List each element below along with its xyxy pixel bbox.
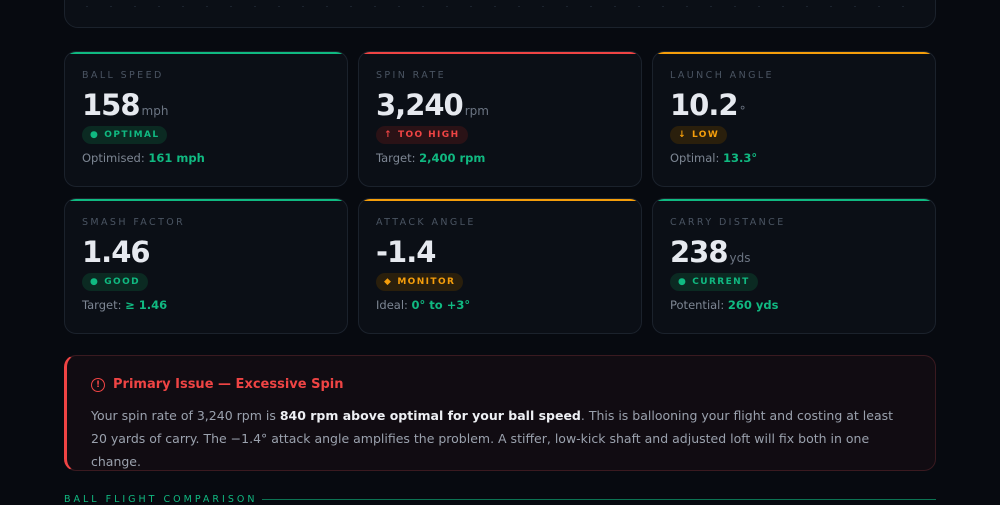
alert-circle-icon: ! <box>91 377 105 392</box>
metric-card-spin-rate: SPIN RATE 3,240 rpm ↑ TOO HIGH Target: 2,4… <box>358 51 642 187</box>
metric-target: Optimised: 161 mph <box>82 151 330 165</box>
metrics-grid: BALL SPEED 158 mph ● OPTIMAL Optimised: 16… <box>64 51 936 334</box>
target-label: Target: <box>82 298 122 312</box>
metric-value: -1.4 <box>376 235 436 269</box>
diamond-icon: ◆ <box>384 277 393 287</box>
metric-value: 10.2 <box>670 88 739 122</box>
target-value: 13.3° <box>723 151 758 165</box>
metric-unit: mph <box>141 104 169 118</box>
target-label: Ideal: <box>376 298 408 312</box>
status-badge: ● OPTIMAL <box>82 126 168 144</box>
metric-target: Target: ≥ 1.46 <box>82 298 330 312</box>
metric-label: ATTACK ANGLE <box>376 217 476 228</box>
target-label: Potential: <box>670 298 725 312</box>
status-badge-label: LOW <box>691 130 720 140</box>
metric-value: 1.46 <box>82 235 151 269</box>
target-value: 0° to +3° <box>411 298 471 312</box>
metric-value: 3,240 <box>376 88 464 122</box>
target-value: 161 mph <box>148 151 205 165</box>
metric-label: SPIN RATE <box>376 70 447 81</box>
status-badge: ↓ LOW <box>670 126 728 144</box>
status-badge-label: GOOD <box>104 277 141 287</box>
metric-target: Potential: 260 yds <box>670 298 918 312</box>
target-label: Optimal: <box>670 151 720 165</box>
dot-grid <box>75 5 925 7</box>
metric-label: BALL SPEED <box>82 70 164 81</box>
dot-icon: ● <box>678 277 688 287</box>
target-label: Optimised: <box>82 151 145 165</box>
metric-card-smash-factor: SMASH FACTOR 1.46 ● GOOD Target: ≥ 1.46 <box>64 198 348 334</box>
metric-label: LAUNCH ANGLE <box>670 70 774 81</box>
status-badge-label: MONITOR <box>397 277 456 287</box>
metric-target: Ideal: 0° to +3° <box>376 298 624 312</box>
status-badge-label: TOO HIGH <box>397 130 460 140</box>
metric-card-launch-angle: LAUNCH ANGLE 10.2 ° ↓ LOW Optimal: 13.3° <box>652 51 936 187</box>
metric-target: Target: 2,400 rpm <box>376 151 624 165</box>
metric-unit: yds <box>729 251 751 265</box>
primary-issue-alert: ! Primary Issue — Excessive Spin Your spi… <box>64 355 936 471</box>
metric-card-ball-speed: BALL SPEED 158 mph ● OPTIMAL Optimised: 16… <box>64 51 348 187</box>
metric-card-attack-angle: ATTACK ANGLE -1.4 ◆ MONITOR Ideal: 0° to … <box>358 198 642 334</box>
status-badge-label: CURRENT <box>692 277 750 287</box>
dot-icon: ● <box>90 130 100 140</box>
metric-card-carry-distance: CARRY DISTANCE 238 yds ● CURRENT Potential… <box>652 198 936 334</box>
arrow-down-icon: ↓ <box>678 130 687 140</box>
target-value: ≥ 1.46 <box>125 298 168 312</box>
status-badge: ↑ TOO HIGH <box>376 126 468 144</box>
metric-value: 158 <box>82 88 141 122</box>
status-badge-label: OPTIMAL <box>104 130 160 140</box>
dot-icon: ● <box>90 277 100 287</box>
alert-body: Your spin rate of 3,240 rpm is 840 rpm a… <box>91 404 911 473</box>
previous-panel <box>64 0 936 28</box>
metric-unit: rpm <box>464 104 489 118</box>
metric-label: SMASH FACTOR <box>82 217 186 228</box>
alert-highlight: 840 rpm above optimal for your ball spee… <box>279 408 581 423</box>
section-title: BALL FLIGHT COMPARISON <box>64 494 258 505</box>
alert-text: Your spin rate of 3,240 rpm is <box>91 408 280 423</box>
target-value: 260 yds <box>727 298 779 312</box>
target-label: Target: <box>376 151 416 165</box>
alert-title: Primary Issue — Excessive Spin <box>113 377 344 392</box>
alert-text-rest: . This is ballooning your flight and cos… <box>91 408 894 469</box>
metric-label: CARRY DISTANCE <box>670 217 786 228</box>
metric-unit: ° <box>739 104 746 118</box>
target-value: 2,400 rpm <box>419 151 486 165</box>
status-badge: ◆ MONITOR <box>376 273 464 291</box>
status-badge: ● CURRENT <box>670 273 758 291</box>
metric-value: 238 <box>670 235 729 269</box>
arrow-up-icon: ↑ <box>384 130 393 140</box>
section-divider <box>262 499 936 500</box>
status-badge: ● GOOD <box>82 273 149 291</box>
metric-target: Optimal: 13.3° <box>670 151 918 165</box>
